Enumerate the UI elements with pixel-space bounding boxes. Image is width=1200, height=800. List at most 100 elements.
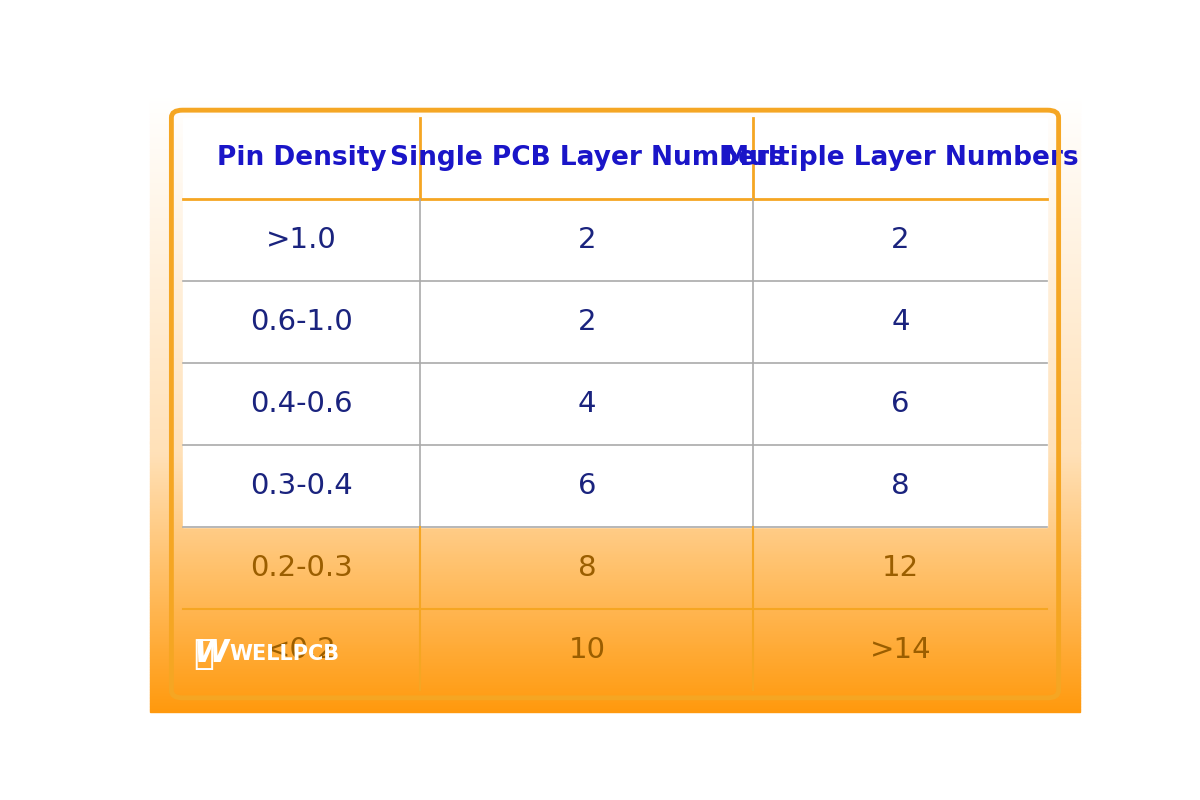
Text: Multiple Layer Numbers: Multiple Layer Numbers: [722, 146, 1079, 171]
Bar: [150, 630, 1080, 632]
Bar: [150, 250, 1080, 251]
Bar: [150, 452, 1080, 454]
Bar: [150, 227, 1080, 229]
Bar: [150, 318, 1080, 319]
Bar: [150, 379, 1080, 381]
Bar: [150, 462, 1080, 464]
Bar: [150, 578, 1080, 579]
Bar: [150, 684, 1080, 686]
Bar: [150, 307, 1080, 309]
Bar: [150, 118, 1080, 119]
Bar: [150, 293, 1080, 294]
Bar: [150, 657, 1080, 658]
Bar: [150, 199, 1080, 201]
Bar: [150, 674, 1080, 675]
Bar: [150, 430, 1080, 432]
Bar: [150, 382, 1080, 384]
Bar: [150, 171, 1080, 173]
Bar: [150, 478, 1080, 479]
Bar: [150, 574, 1080, 575]
Bar: [150, 647, 1080, 649]
Bar: [150, 458, 1080, 459]
Bar: [150, 367, 1080, 369]
Bar: [150, 270, 1080, 271]
Bar: [150, 517, 1080, 518]
Bar: [150, 564, 1080, 566]
Bar: [150, 622, 1080, 624]
Bar: [150, 610, 1080, 612]
Bar: [150, 289, 1080, 290]
Bar: [150, 119, 1080, 121]
Bar: [150, 156, 1080, 158]
Bar: [150, 381, 1080, 382]
Bar: [150, 702, 1080, 704]
Bar: [150, 158, 1080, 159]
Bar: [150, 530, 1080, 532]
Bar: [150, 296, 1080, 298]
Bar: [150, 519, 1080, 521]
Bar: [150, 518, 1080, 519]
Bar: [150, 346, 1080, 347]
Bar: [150, 338, 1080, 339]
Bar: [150, 291, 1080, 293]
Bar: [150, 333, 1080, 334]
Bar: [150, 236, 1080, 238]
Bar: [150, 336, 1080, 338]
Bar: [150, 299, 1080, 301]
Bar: [150, 354, 1080, 356]
Bar: [150, 213, 1080, 214]
Bar: [150, 166, 1080, 167]
Bar: [150, 342, 1080, 344]
Bar: [150, 373, 1080, 374]
Bar: [150, 459, 1080, 461]
Bar: [150, 464, 1080, 466]
Bar: [150, 416, 1080, 418]
Bar: [150, 127, 1080, 128]
Bar: [150, 579, 1080, 581]
Bar: [150, 102, 1080, 104]
Bar: [150, 161, 1080, 162]
Bar: [150, 426, 1080, 427]
Bar: [150, 198, 1080, 199]
Bar: [150, 624, 1080, 626]
Bar: [150, 229, 1080, 230]
Bar: [150, 456, 1080, 458]
Bar: [150, 218, 1080, 219]
Text: Single PCB Layer Numbers: Single PCB Layer Numbers: [390, 146, 785, 171]
Bar: [150, 139, 1080, 141]
Bar: [150, 710, 1080, 712]
Bar: [150, 555, 1080, 557]
Bar: [150, 640, 1080, 641]
Bar: [150, 537, 1080, 538]
Bar: [150, 501, 1080, 502]
Bar: [150, 409, 1080, 410]
Bar: [150, 234, 1080, 236]
Bar: [150, 499, 1080, 501]
Bar: [150, 479, 1080, 481]
Bar: [150, 206, 1080, 207]
Bar: [150, 179, 1080, 181]
Bar: [150, 201, 1080, 202]
Bar: [150, 614, 1080, 615]
Bar: [150, 321, 1080, 322]
Bar: [150, 372, 1080, 373]
Bar: [150, 690, 1080, 692]
Bar: [150, 532, 1080, 534]
Bar: [150, 502, 1080, 504]
Bar: [150, 366, 1080, 367]
Bar: [150, 221, 1080, 222]
Bar: [150, 242, 1080, 244]
Bar: [150, 159, 1080, 161]
Bar: [150, 261, 1080, 262]
Bar: [150, 298, 1080, 299]
Bar: [150, 262, 1080, 264]
Text: WELLPCB: WELLPCB: [229, 644, 340, 664]
Bar: [150, 219, 1080, 221]
Bar: [150, 644, 1080, 646]
Bar: [150, 546, 1080, 547]
Bar: [150, 376, 1080, 378]
Bar: [150, 704, 1080, 706]
Bar: [150, 271, 1080, 273]
Bar: [150, 650, 1080, 652]
Text: 6: 6: [577, 472, 596, 500]
